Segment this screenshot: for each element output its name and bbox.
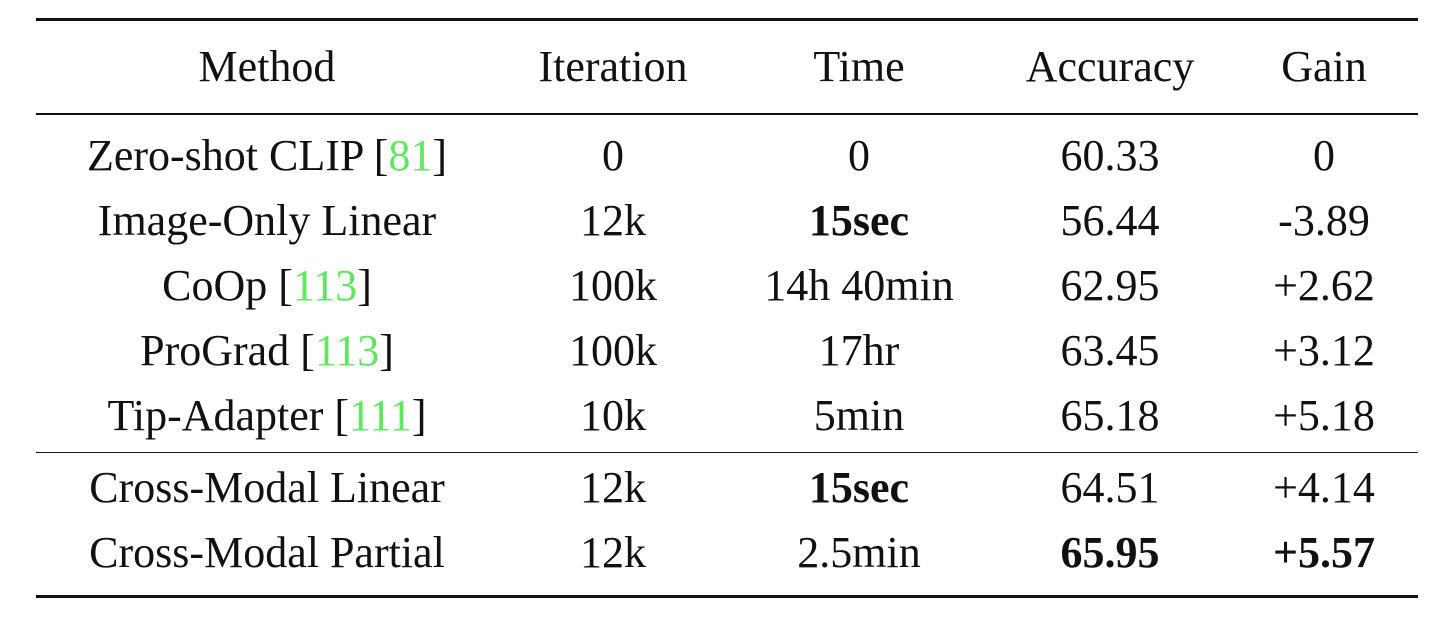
accuracy-cell: 65.95 <box>1060 527 1160 577</box>
results-table-container: Method Iteration Time Accuracy Gain Zero… <box>36 18 1418 598</box>
method-name: ProGrad [ <box>140 325 315 375</box>
iteration-cell: 100k <box>569 325 657 375</box>
method-name: Tip-Adapter [ <box>107 390 350 440</box>
method-cell: Image-Only Linear <box>97 195 437 245</box>
gain-cell: +5.57 <box>1272 527 1376 577</box>
time-cell: 0 <box>848 130 870 180</box>
citation-close: ] <box>411 390 427 440</box>
time-cell: 17hr <box>818 325 900 375</box>
gain-cell: +5.18 <box>1273 390 1375 440</box>
citation-close: ] <box>432 130 448 180</box>
table-row: Cross-Modal Partial 12k 2.5min 65.95 +5.… <box>36 520 1418 597</box>
accuracy-cell: 63.45 <box>1060 325 1160 375</box>
accuracy-cell: 56.44 <box>1060 195 1160 245</box>
table-header-row: Method Iteration Time Accuracy Gain <box>36 19 1418 114</box>
time-cell: 2.5min <box>797 527 921 577</box>
method-cell: Cross-Modal Partial <box>89 527 445 577</box>
table-row: Zero-shot CLIP [81] 0 0 60.33 0 <box>36 114 1418 188</box>
header-iteration: Iteration <box>538 42 688 91</box>
accuracy-cell: 60.33 <box>1060 130 1160 180</box>
method-cell: Tip-Adapter [111] <box>36 383 498 453</box>
citation-link[interactable]: 113 <box>314 325 380 375</box>
method-name: Zero-shot CLIP [ <box>86 130 389 180</box>
citation-link[interactable]: 81 <box>388 130 433 180</box>
citation-close: ] <box>357 260 372 310</box>
gain-cell: 0 <box>1313 130 1335 180</box>
gain-cell: +3.12 <box>1273 325 1375 375</box>
citation-close: ] <box>379 325 394 375</box>
iteration-cell: 100k <box>569 260 657 310</box>
accuracy-cell: 62.95 <box>1060 260 1160 310</box>
citation-link[interactable]: 111 <box>349 390 412 440</box>
table-row: Cross-Modal Linear 12k 15sec 64.51 +4.14 <box>36 452 1418 521</box>
citation-link[interactable]: 113 <box>292 260 358 310</box>
time-cell: 15sec <box>808 195 910 245</box>
iteration-cell: 12k <box>580 195 646 245</box>
header-accuracy: Accuracy <box>1025 42 1195 91</box>
time-cell: 15sec <box>808 462 910 512</box>
iteration-cell: 12k <box>580 462 646 512</box>
method-cell: Cross-Modal Linear <box>89 462 445 512</box>
method-cell: ProGrad [113] <box>36 318 498 383</box>
method-name: CoOp [ <box>162 260 293 310</box>
time-cell: 14h 40min <box>764 260 954 310</box>
iteration-cell: 0 <box>602 130 624 180</box>
iteration-cell: 12k <box>580 527 646 577</box>
gain-cell: +2.62 <box>1273 260 1375 310</box>
gain-cell: +4.14 <box>1273 462 1375 512</box>
header-time: Time <box>813 42 905 91</box>
table-row: Image-Only Linear 12k 15sec 56.44 -3.89 <box>36 188 1418 253</box>
table-row: Tip-Adapter [111] 10k 5min 65.18 +5.18 <box>36 383 1418 453</box>
accuracy-cell: 64.51 <box>1060 462 1160 512</box>
table-row: CoOp [113] 100k 14h 40min 62.95 +2.62 <box>36 253 1418 318</box>
method-cell: Zero-shot CLIP [81] <box>36 114 498 188</box>
header-gain: Gain <box>1281 42 1367 91</box>
iteration-cell: 10k <box>580 390 646 440</box>
table-row: ProGrad [113] 100k 17hr 63.45 +3.12 <box>36 318 1418 383</box>
method-cell: CoOp [113] <box>36 253 498 318</box>
header-method: Method <box>198 42 336 91</box>
time-cell: 5min <box>813 390 905 440</box>
results-table: Method Iteration Time Accuracy Gain Zero… <box>36 18 1418 598</box>
accuracy-cell: 65.18 <box>1060 390 1160 440</box>
gain-cell: -3.89 <box>1278 195 1370 245</box>
